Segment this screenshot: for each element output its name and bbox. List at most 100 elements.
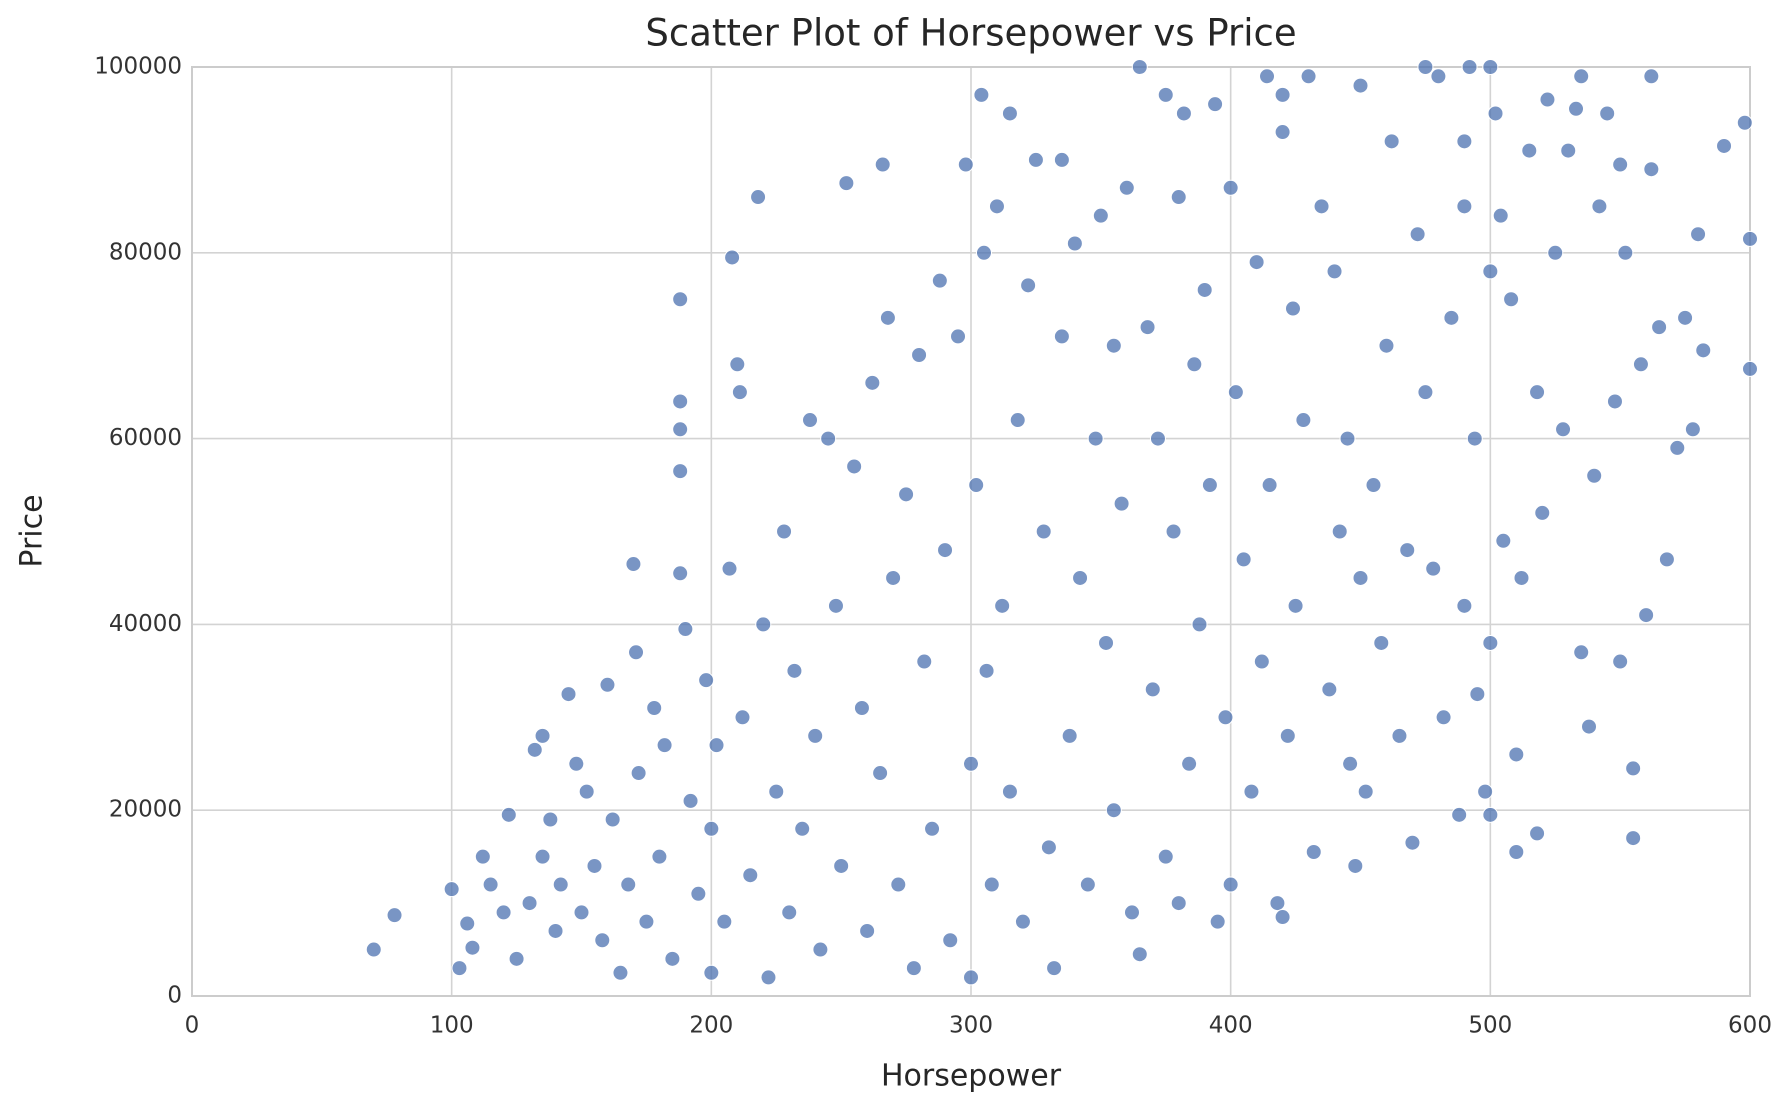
point: [1207, 96, 1224, 113]
point: [1625, 760, 1642, 777]
point: [443, 881, 460, 898]
point: [1066, 235, 1083, 252]
point: [1253, 653, 1270, 670]
point: [1555, 421, 1572, 438]
point: [1742, 230, 1758, 247]
point: [1274, 86, 1291, 103]
point: [1287, 597, 1304, 614]
point: [1482, 634, 1499, 651]
point: [560, 686, 577, 703]
x-tick-label: 600: [1728, 1013, 1772, 1039]
point: [1409, 226, 1426, 243]
y-tick-label: 100000: [94, 54, 182, 80]
point: [781, 904, 798, 921]
x-tick-label: 200: [689, 1013, 733, 1039]
x-tick-label: 300: [949, 1013, 993, 1039]
point: [776, 523, 793, 540]
point: [1529, 825, 1546, 842]
point: [386, 907, 403, 924]
point: [604, 811, 621, 828]
point: [1339, 430, 1356, 447]
point: [1443, 309, 1460, 326]
point: [521, 895, 538, 912]
y-tick-label: 0: [167, 983, 182, 1009]
point: [698, 672, 715, 689]
point: [703, 964, 720, 981]
point: [1123, 904, 1140, 921]
point: [578, 783, 595, 800]
y-axis-label: Price: [15, 494, 50, 567]
point: [1539, 91, 1556, 108]
point: [1492, 207, 1509, 224]
point: [1378, 337, 1395, 354]
point: [750, 189, 767, 206]
point: [1331, 523, 1348, 540]
point: [1196, 281, 1213, 298]
point: [724, 249, 741, 266]
point: [1105, 337, 1122, 354]
point: [1391, 727, 1408, 744]
point: [1295, 412, 1312, 429]
point: [1469, 686, 1486, 703]
point: [508, 950, 525, 967]
point: [1243, 783, 1260, 800]
point: [1035, 523, 1052, 540]
point: [898, 486, 915, 503]
y-tick-label: 60000: [109, 425, 182, 451]
point: [1222, 876, 1239, 893]
point: [994, 597, 1011, 614]
point: [729, 356, 746, 373]
point: [1175, 105, 1192, 122]
point: [833, 857, 850, 874]
point: [890, 876, 907, 893]
point: [1079, 876, 1096, 893]
point: [1482, 59, 1499, 75]
point: [1217, 709, 1234, 726]
point: [500, 806, 517, 823]
point: [594, 932, 611, 949]
point: [1144, 681, 1161, 698]
point: [1001, 105, 1018, 122]
point: [1191, 616, 1208, 633]
point: [1690, 226, 1707, 243]
point: [1677, 309, 1694, 326]
point: [1053, 328, 1070, 345]
point: [1092, 207, 1109, 224]
point: [1222, 179, 1239, 196]
point: [1201, 477, 1218, 494]
point: [672, 565, 689, 582]
point: [1305, 844, 1322, 861]
point: [620, 876, 637, 893]
point: [672, 463, 689, 480]
point: [1170, 895, 1187, 912]
point: [721, 560, 738, 577]
point: [1513, 569, 1530, 586]
point: [864, 374, 881, 391]
point: [1139, 319, 1156, 336]
point: [924, 820, 941, 837]
point: [1617, 244, 1634, 261]
point: [1157, 848, 1174, 865]
point: [1261, 477, 1278, 494]
point: [742, 867, 759, 884]
point: [1425, 560, 1442, 577]
point: [495, 904, 512, 921]
x-tick-label: 100: [430, 1013, 474, 1039]
point: [1020, 277, 1037, 294]
point: [1435, 709, 1452, 726]
point: [807, 727, 824, 744]
point: [1235, 551, 1252, 568]
point: [365, 941, 382, 958]
point: [1669, 439, 1686, 456]
point: [1072, 569, 1089, 586]
plot-frame: [191, 66, 1751, 997]
point: [1560, 142, 1577, 159]
point: [1321, 681, 1338, 698]
point: [1461, 59, 1478, 75]
point: [859, 922, 876, 939]
y-tick-label: 40000: [109, 611, 182, 637]
x-tick-label: 400: [1209, 1013, 1253, 1039]
point: [1131, 59, 1148, 75]
point: [1284, 300, 1301, 317]
